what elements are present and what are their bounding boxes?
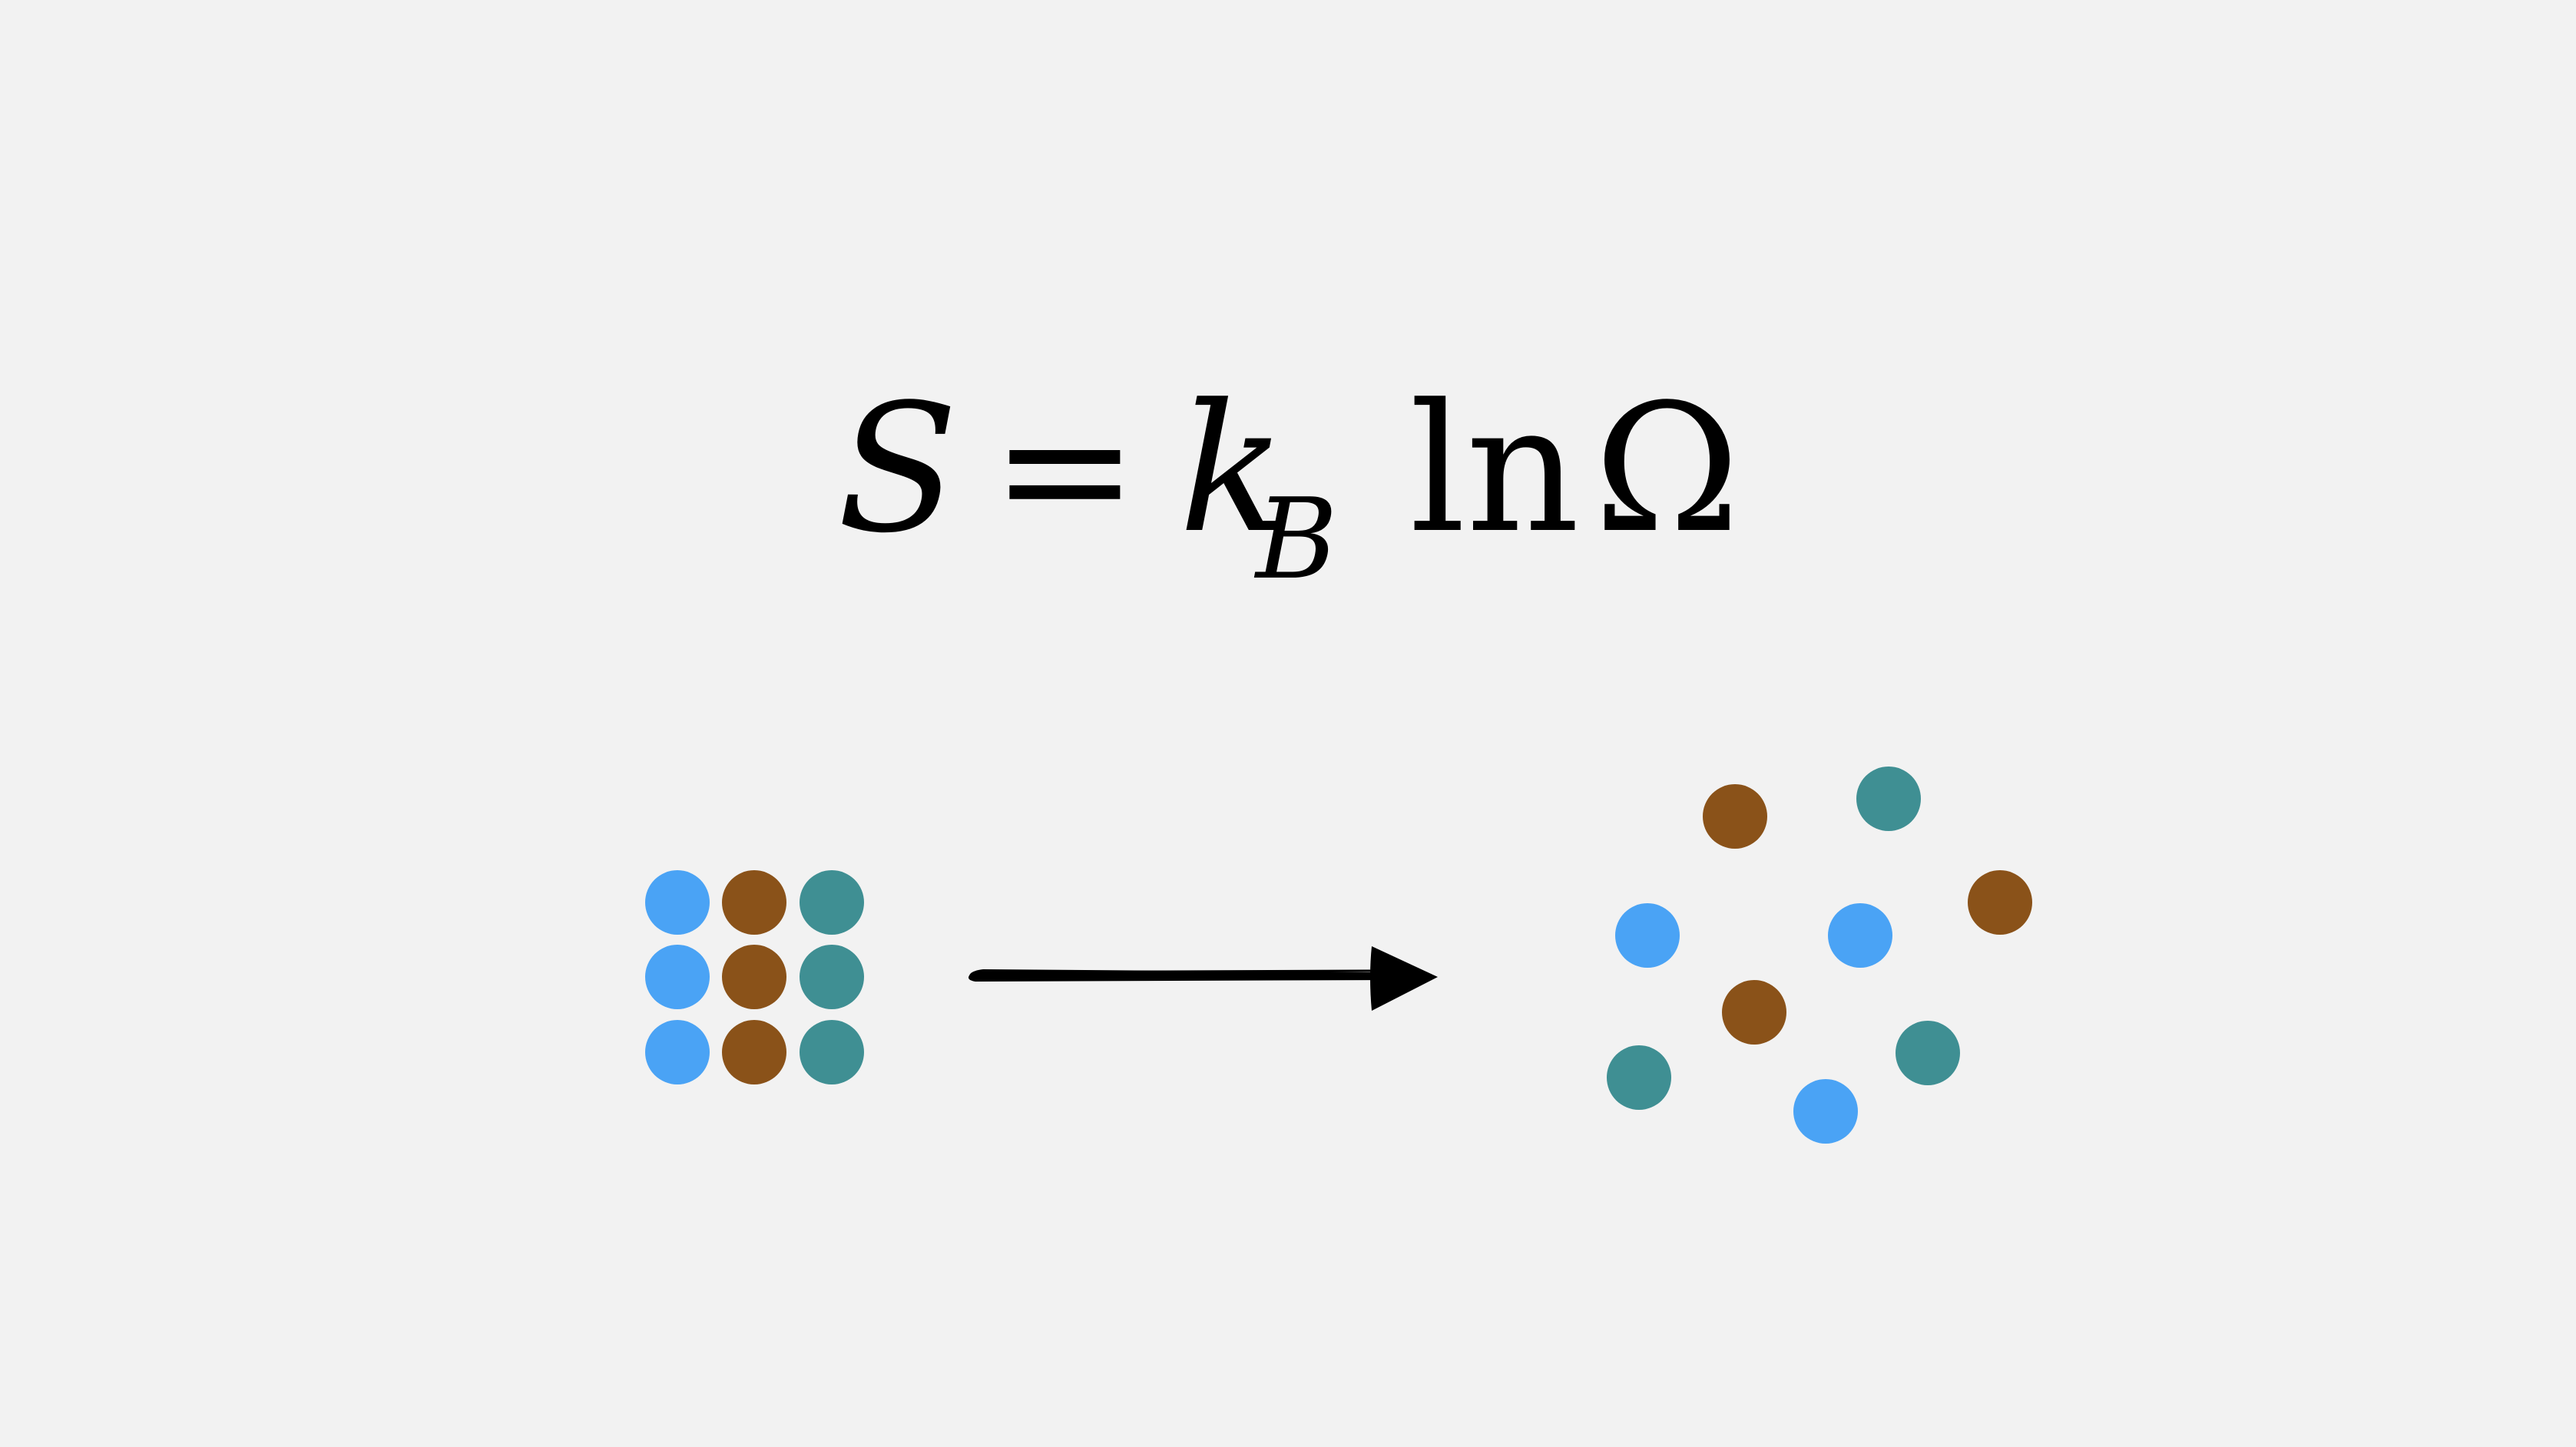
entropy-equation: S = k B ln Ω [837, 367, 1740, 604]
scattered-particle-brown [1722, 980, 1786, 1045]
scattered-particle-teal [1896, 1021, 1960, 1085]
ordered-particle-blue [645, 945, 710, 1009]
scattered-particle-brown [1968, 870, 2032, 935]
ordered-particle-teal [800, 945, 864, 1009]
ordered-particle-brown [722, 870, 786, 935]
ordered-particle-brown [722, 1020, 786, 1084]
ordered-particle-blue [645, 870, 710, 935]
equals-sign: = [991, 367, 1139, 572]
boltzmann-subscript: B [1253, 475, 1338, 604]
scattered-particle-brown [1703, 784, 1767, 849]
scattered-particle-blue [1793, 1079, 1858, 1144]
scattered-particle-blue [1828, 903, 1892, 968]
right-arrow-icon [968, 946, 1438, 1011]
boltzmann-k: k [1179, 367, 1286, 572]
ordered-particle-teal [800, 1020, 864, 1084]
arrow-head [1370, 946, 1438, 1011]
entropy-symbol: S [837, 367, 959, 572]
ordered-particle-blue [645, 1020, 710, 1084]
omega-symbol: Ω [1594, 367, 1740, 572]
arrow-shaft-stroke [975, 969, 1376, 974]
scattered-particle-teal [1607, 1045, 1671, 1110]
scattered-particle-blue [1615, 903, 1680, 968]
ordered-particle-teal [800, 870, 864, 935]
scattered-particle-teal [1856, 767, 1921, 831]
ordered-state [645, 870, 864, 1084]
ordered-particle-brown [722, 945, 786, 1009]
natural-log: ln [1409, 367, 1580, 572]
disordered-state [1607, 767, 2032, 1144]
